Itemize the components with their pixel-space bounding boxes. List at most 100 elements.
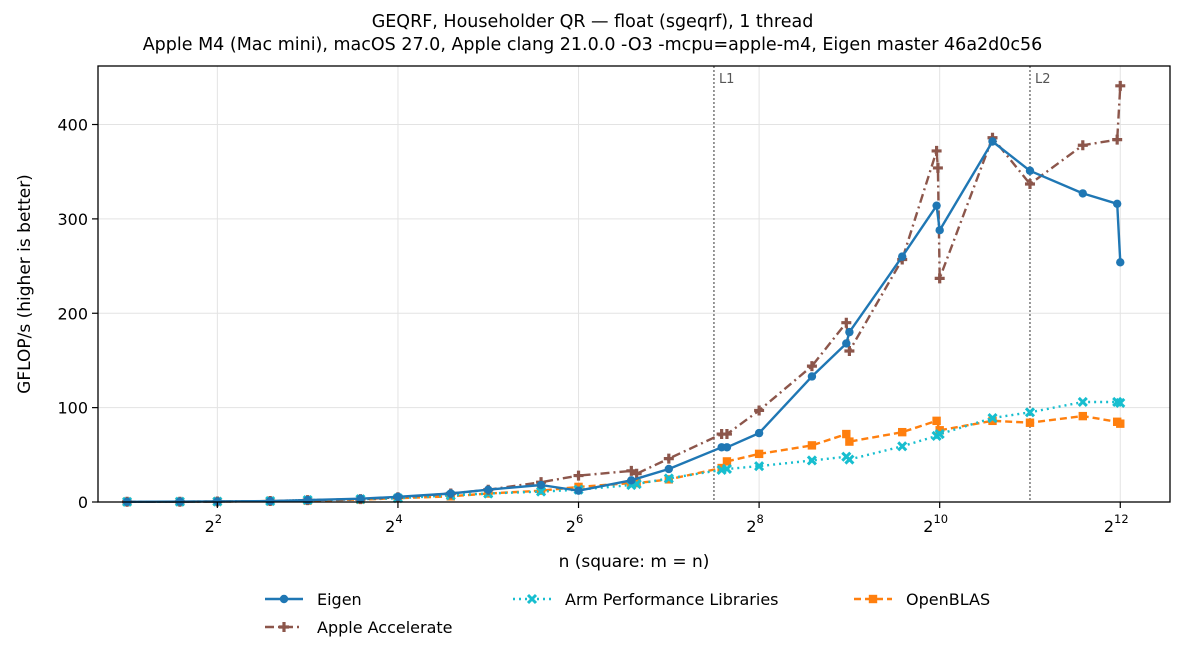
series-line	[127, 400, 1121, 503]
legend-label: Eigen	[317, 590, 362, 609]
y-tick-label: 0	[78, 493, 88, 512]
series-line	[127, 85, 1122, 503]
data-point	[841, 317, 852, 328]
data-point	[1024, 178, 1035, 189]
data-point	[722, 457, 732, 466]
x-tick-label: 210	[923, 512, 948, 536]
legend-item: Arm Performance Libraries	[513, 590, 779, 609]
cache-line-label: L1	[719, 72, 735, 87]
grid	[98, 66, 1170, 503]
data-point	[627, 476, 636, 485]
data-point	[842, 429, 851, 439]
x-axis: 22 24 26 28 210 212	[205, 502, 1129, 536]
data-point	[754, 428, 764, 438]
data-point	[844, 454, 855, 465]
series-line	[127, 414, 1121, 503]
data-point	[988, 137, 997, 146]
legend: Eigen Arm Performance Libraries OpenBLAS Ap…	[265, 590, 990, 637]
data-point	[935, 426, 944, 435]
data-point	[1078, 189, 1087, 198]
data-point	[754, 405, 765, 416]
data-point	[1115, 397, 1126, 408]
data-point	[1115, 80, 1126, 91]
x-tick-label: 28	[746, 512, 764, 536]
data-point	[1025, 418, 1035, 427]
data-point	[806, 361, 817, 372]
data-point	[932, 416, 941, 426]
data-point	[393, 492, 403, 502]
data-point	[932, 162, 943, 173]
legend-marker	[279, 594, 289, 604]
cache-line-label: L2	[1035, 72, 1051, 87]
data-point	[535, 486, 547, 497]
legend-label: Apple Accelerate	[317, 618, 453, 637]
y-axis: 0 100 200 300 400	[57, 116, 98, 512]
data-point	[935, 226, 944, 235]
data-point	[536, 480, 546, 490]
data-point	[574, 486, 583, 495]
data-point	[1025, 166, 1035, 175]
data-point	[484, 485, 493, 494]
data-point	[1077, 396, 1088, 408]
x-tick-label: 24	[385, 512, 403, 536]
data-point	[1078, 411, 1087, 421]
series-group	[122, 80, 1126, 507]
y-axis-label: GFLOP/s (higher is better)	[15, 174, 35, 394]
x-axis-label: n (square: m = n)	[559, 552, 710, 572]
data-point	[721, 463, 733, 475]
data-point	[573, 470, 584, 481]
legend-item: Eigen	[265, 590, 362, 609]
data-point	[1116, 419, 1125, 428]
y-tick-label: 100	[57, 399, 88, 418]
data-point	[931, 145, 942, 156]
data-point	[807, 372, 817, 381]
legend-marker	[526, 593, 538, 605]
data-point	[1024, 407, 1036, 418]
data-point	[1077, 140, 1088, 151]
data-point	[626, 465, 637, 476]
data-point	[842, 339, 851, 348]
data-point	[807, 441, 817, 450]
data-point	[721, 429, 732, 440]
data-point	[988, 416, 997, 426]
data-point	[897, 441, 908, 452]
y-tick-label: 300	[57, 210, 88, 229]
data-point	[446, 489, 455, 498]
y-tick-label: 400	[57, 116, 88, 135]
data-point	[663, 473, 674, 484]
series-arm-performance-libraries	[122, 396, 1126, 507]
data-point	[663, 453, 674, 464]
plot-frame	[97, 65, 1171, 503]
data-point	[1112, 199, 1122, 208]
data-point	[934, 273, 945, 284]
data-point	[934, 428, 945, 440]
data-point	[754, 461, 765, 472]
data-point	[722, 443, 732, 452]
legend-item: Apple Accelerate	[265, 618, 453, 637]
data-point	[303, 495, 312, 505]
data-point	[845, 327, 854, 337]
data-point	[987, 412, 998, 424]
series-eigen	[122, 137, 1125, 507]
legend-marker	[279, 622, 289, 632]
y-tick-label: 200	[57, 304, 88, 323]
data-point	[356, 494, 365, 503]
chart-title: GEQRF, Householder QR — float (sgeqrf), …	[371, 12, 814, 32]
series-openblas	[122, 411, 1125, 507]
data-point	[664, 464, 674, 474]
data-point	[932, 201, 941, 210]
legend-label: Arm Performance Libraries	[565, 590, 779, 609]
cache-lines: L1 L2	[713, 66, 1051, 502]
legend-item: OpenBLAS	[854, 590, 990, 609]
legend-label: OpenBLAS	[906, 590, 990, 609]
data-point	[631, 468, 642, 479]
data-point	[844, 346, 855, 357]
data-point	[265, 496, 275, 506]
series-apple-accelerate	[122, 80, 1126, 507]
legend-marker	[868, 594, 878, 604]
data-point	[898, 427, 907, 437]
chart-subtitle: Apple M4 (Mac mini), macOS 27.0, Apple c…	[142, 35, 1043, 55]
x-tick-label: 212	[1104, 512, 1129, 536]
data-point	[845, 437, 854, 446]
